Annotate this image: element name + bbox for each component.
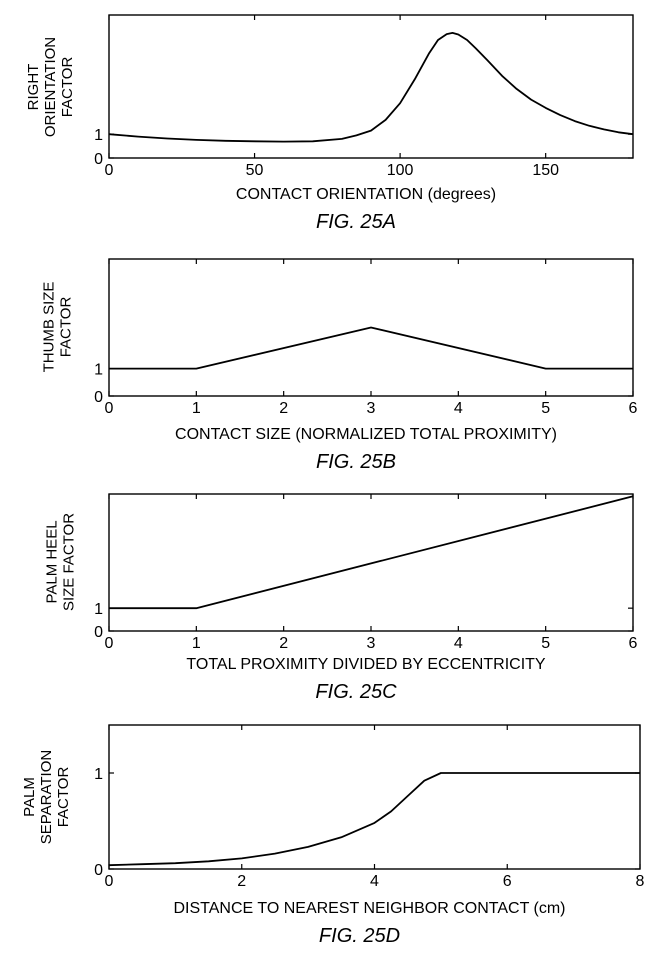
series-line-1: [109, 33, 633, 142]
x-axis-label: CONTACT ORIENTATION (degrees): [236, 186, 496, 203]
x-tick-label: 0: [105, 400, 114, 417]
y-axis-label-line: RIGHT: [25, 64, 42, 111]
x-tick-label: 3: [367, 400, 376, 417]
y-axis-label-line: FACTOR: [55, 767, 72, 828]
x-tick-label: 4: [370, 873, 379, 890]
x-tick-label: 6: [503, 873, 512, 890]
y-axis-label-line: SIZE FACTOR: [61, 513, 78, 611]
plot-frame: [109, 494, 633, 631]
x-tick-label: 2: [237, 873, 246, 890]
x-tick-label: 0: [105, 635, 114, 652]
y-axis-label: PALMSEPARATIONFACTOR: [21, 750, 72, 844]
y-tick-label: 1: [94, 766, 103, 783]
x-tick-label: 100: [387, 162, 414, 179]
x-tick-label: 50: [246, 162, 264, 179]
x-tick-label: 4: [454, 635, 463, 652]
x-tick-label: 5: [541, 400, 550, 417]
x-tick-label: 1: [192, 400, 201, 417]
y-axis-label-line: PALM HEEL: [44, 520, 61, 603]
y-axis-label-line: FACTOR: [58, 297, 75, 358]
y-tick-label: 0: [94, 151, 103, 168]
y-axis-label-line: FACTOR: [59, 57, 76, 118]
x-tick-label: 2: [279, 400, 288, 417]
x-tick-label: 4: [454, 400, 463, 417]
y-tick-label: 1: [94, 362, 103, 379]
y-tick-label: 0: [94, 624, 103, 641]
x-tick-label: 0: [105, 873, 114, 890]
x-tick-label: 150: [532, 162, 559, 179]
x-tick-label: 5: [541, 635, 550, 652]
chart-panel-4: 0 2 4 6 8 0 1 DISTANCE TO NEAREST NEIGHBOR CONT…: [21, 725, 645, 947]
x-axis-label: CONTACT SIZE (NORMALIZED TOTAL PROXIMITY…: [175, 426, 557, 443]
plot-frame: [109, 15, 633, 158]
y-tick-label: 0: [94, 862, 103, 879]
chart-panel-2: 0 1 2 3 4 5 6 0 1 CONTACT SIZE (NORMALIZED TOTAL …: [41, 259, 638, 473]
y-axis-label: PALM HEELSIZE FACTOR: [44, 513, 78, 611]
chart-panel-1: 0 50 100 150 0 1 CONTACT ORIENTATION (degrees)…: [25, 15, 633, 233]
chart-panel-3: 012345601TOTAL PROXIMITY DIVIDED BY ECCE…: [44, 494, 638, 703]
x-tick-label: 1: [192, 635, 201, 652]
y-axis-label-line: ORIENTATION: [42, 37, 59, 137]
y-axis-label-line: THUMB SIZE: [41, 282, 58, 373]
plot-frame: [109, 725, 640, 869]
x-axis-label: DISTANCE TO NEAREST NEIGHBOR CONTACT (cm…: [173, 900, 565, 917]
x-tick-label: 6: [629, 635, 638, 652]
y-axis-label-line: SEPARATION: [38, 750, 55, 844]
series-line-1: [109, 773, 640, 865]
figure-caption: FIG. 25C: [315, 681, 397, 703]
x-tick-label: 3: [367, 635, 376, 652]
series-line-1: [109, 496, 633, 608]
figure-caption: FIG. 25B: [316, 451, 396, 473]
series-line-1: [109, 328, 633, 369]
x-tick-label: 0: [105, 162, 114, 179]
figure-caption: FIG. 25D: [319, 925, 400, 947]
y-tick-label: 1: [94, 127, 103, 144]
x-tick-label: 6: [629, 400, 638, 417]
y-tick-label: 0: [94, 389, 103, 406]
x-tick-label: 8: [636, 873, 645, 890]
y-axis-label-line: PALM: [21, 777, 38, 817]
y-axis-label: THUMB SIZEFACTOR: [41, 282, 75, 373]
x-axis-label: TOTAL PROXIMITY DIVIDED BY ECCENTRICITY: [186, 656, 546, 673]
y-tick-label: 1: [94, 601, 103, 618]
figure-caption: FIG. 25A: [316, 211, 396, 233]
x-tick-label: 2: [279, 635, 288, 652]
y-axis-label: RIGHTORIENTATIONFACTOR: [25, 37, 76, 137]
